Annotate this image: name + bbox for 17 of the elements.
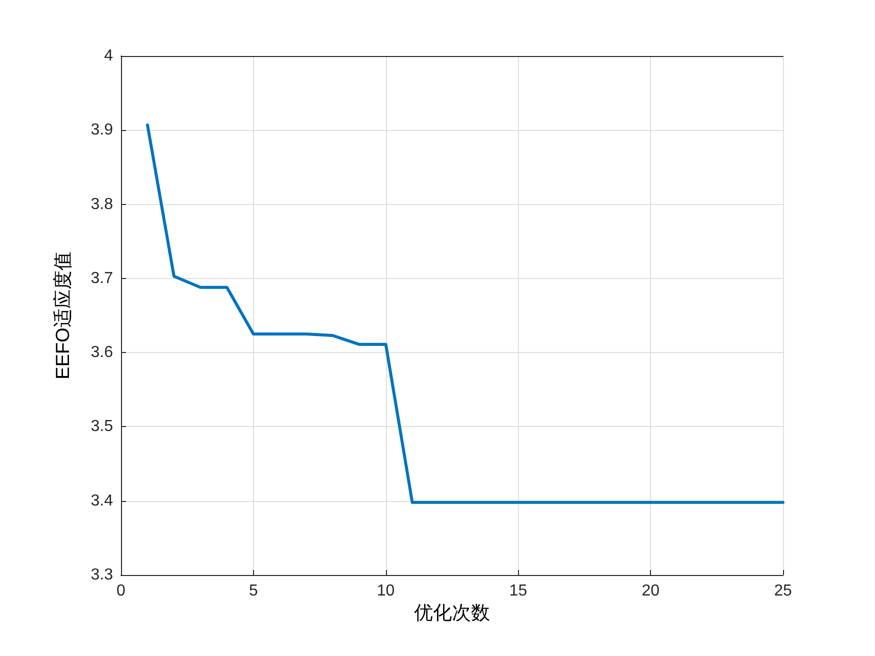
line-series [146, 123, 784, 504]
x-tick-label: 10 [376, 582, 395, 600]
y-tick-label: 3.7 [90, 270, 114, 287]
y-tick-label: 3.5 [90, 418, 114, 436]
x-tick-label: 15 [509, 582, 528, 600]
y-axis-title: EEFO适应度值 [52, 252, 74, 380]
x-tick-label: 20 [642, 582, 660, 600]
y-tick-label: 3.3 [90, 566, 114, 584]
y-tick-label: 3.9 [90, 122, 114, 139]
x-tick-label: 0 [116, 582, 126, 600]
x-tick-label: 25 [774, 582, 792, 600]
x-tick-label: 5 [248, 582, 258, 600]
x-axis-title: 优化次数 [414, 602, 490, 624]
y-tick-label: 4 [104, 48, 114, 64]
y-tick-label: 3.8 [90, 196, 114, 213]
y-tick-label: 3.6 [90, 344, 114, 362]
y-tick-label: 3.4 [90, 492, 114, 510]
